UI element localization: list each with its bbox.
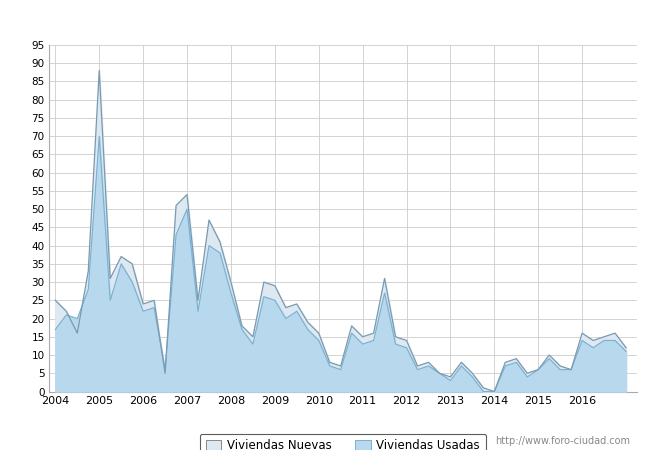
Text: Cangas del Narcea - Evolucion del Nº de Transacciones Inmobiliarias 4 Trimestre : Cangas del Narcea - Evolucion del Nº de … [40,13,610,26]
Legend: Viviendas Nuevas, Viviendas Usadas: Viviendas Nuevas, Viviendas Usadas [200,433,486,450]
Text: http://www.foro-ciudad.com: http://www.foro-ciudad.com [495,436,630,446]
